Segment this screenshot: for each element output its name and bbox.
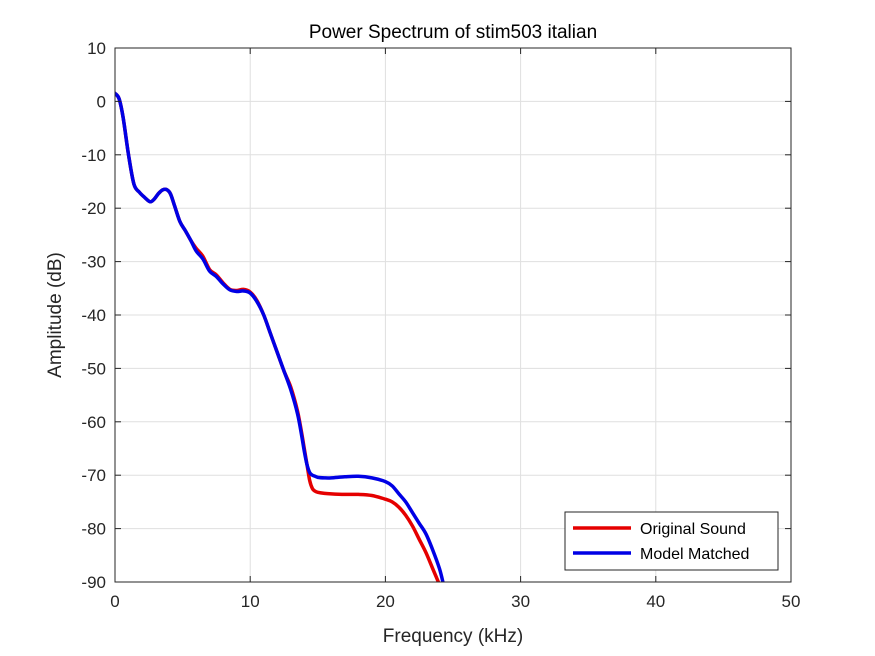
x-tick-label: 50 [782, 592, 801, 611]
y-tick-label: -30 [81, 253, 106, 272]
y-axis-label: Amplitude (dB) [45, 252, 66, 378]
tick-labels: 0 10 20 30 40 50 10 0 -10 -20 -30 -40 -50 -60 -70 -80 -9… [81, 39, 800, 611]
y-tick-label: 0 [97, 92, 106, 111]
x-tick-label: 20 [376, 592, 395, 611]
legend-box [564, 511, 779, 571]
y-tick-label: -60 [81, 413, 106, 432]
y-tick-label: -50 [81, 359, 106, 378]
grid-lines [115, 48, 791, 582]
series-line-model-matched [115, 91, 445, 582]
y-tick-label: -70 [81, 466, 106, 485]
x-tick-label: 30 [511, 592, 530, 611]
x-tick-label: 10 [241, 592, 260, 611]
y-tick-label: -20 [81, 199, 106, 218]
x-tick-label: 0 [110, 592, 119, 611]
x-axis-label: Frequency (kHz) [383, 626, 523, 647]
tick-marks [114, 47, 792, 583]
legend: Original Sound Model Matched [564, 511, 779, 571]
legend-entry: Original Sound [640, 521, 746, 538]
legend-entry: Model Matched [640, 546, 749, 563]
series-layer [115, 91, 445, 582]
chart-title: Power Spectrum of stim503 italian [309, 22, 597, 43]
y-tick-label: -10 [81, 146, 106, 165]
y-tick-label: -80 [81, 520, 106, 539]
y-tick-label: 10 [87, 39, 106, 58]
x-tick-label: 40 [646, 592, 665, 611]
y-tick-label: -40 [81, 306, 106, 325]
y-tick-label: -90 [81, 573, 106, 592]
